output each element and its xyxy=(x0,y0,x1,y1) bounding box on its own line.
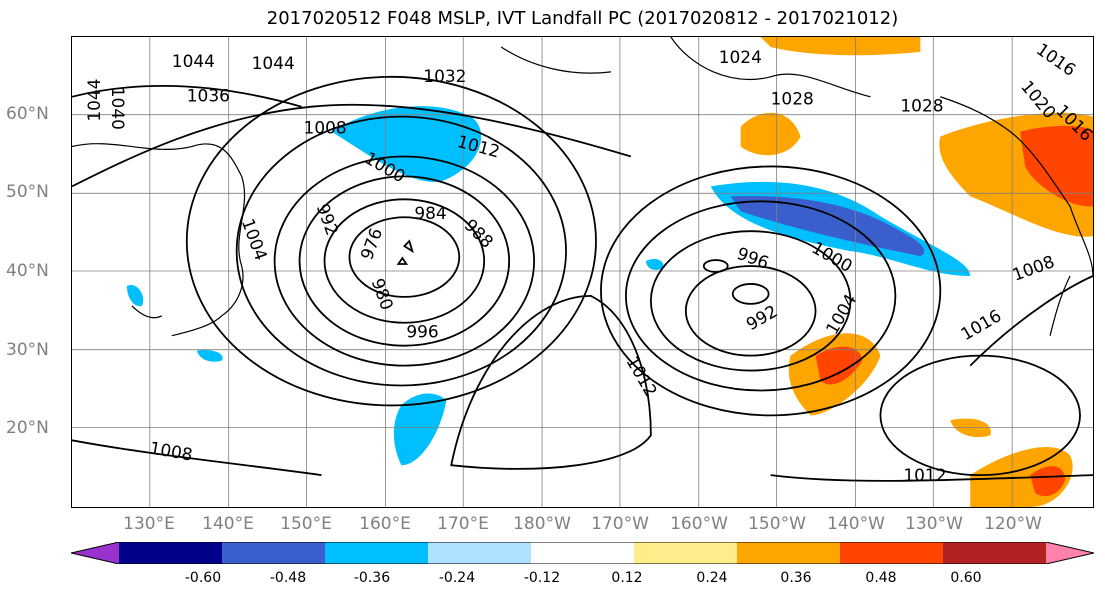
isobars xyxy=(72,75,1093,482)
colorbar-cell xyxy=(531,542,634,564)
lon-label-180w: 180°W xyxy=(513,514,571,534)
isobar-label: 984 xyxy=(414,203,446,223)
lat-label-20n: 20°N xyxy=(6,418,49,438)
lon-label-170e: 170°E xyxy=(437,514,489,534)
isobar-label: 992 xyxy=(743,301,781,334)
ivt-negative-core xyxy=(730,196,925,257)
lon-label-140w: 140°W xyxy=(827,514,885,534)
ivt-shading xyxy=(126,37,1093,507)
ivt-negative-region xyxy=(126,284,144,307)
colorbar-tick: 0.12 xyxy=(611,570,643,586)
colorbar-tick: -0.48 xyxy=(269,570,307,586)
isobar-label: 1008 xyxy=(304,118,347,138)
isobar-label: 1044 xyxy=(252,53,295,73)
colorbar-cell xyxy=(943,542,1046,564)
isobar-label: 1008 xyxy=(1010,251,1057,284)
isobar-label: 996 xyxy=(406,322,438,342)
isobar-label: 1016 xyxy=(1033,39,1080,80)
isobar-label: 996 xyxy=(734,243,771,273)
graticule xyxy=(72,37,1093,507)
isobar-label: 1024 xyxy=(719,47,762,67)
lat-label-50n: 50°N xyxy=(6,182,49,202)
lat-label-60n: 60°N xyxy=(6,104,49,124)
isobar-label: 1012 xyxy=(903,465,946,485)
colorbar-cell xyxy=(634,542,737,564)
colorbar-cell xyxy=(119,542,222,564)
colorbar-extend-min xyxy=(71,542,119,564)
colorbar-tick: 0.24 xyxy=(696,570,728,586)
isobar-label: 1028 xyxy=(771,89,814,109)
isobar-label: 1012 xyxy=(622,353,661,400)
isobar-label: 980 xyxy=(368,275,398,312)
lon-label-140e: 140°E xyxy=(202,514,254,534)
colorbar-tick: -0.12 xyxy=(523,570,561,586)
ivt-negative-region xyxy=(645,259,664,270)
colorbar-cell xyxy=(428,542,531,564)
isobar-label: 1008 xyxy=(148,437,194,464)
colorbar-cells xyxy=(71,542,1094,564)
isobar-label: 992 xyxy=(313,201,343,238)
map-title: 2017020512 F048 MSLP, IVT Landfall PC (2… xyxy=(266,8,899,29)
lon-label-160w: 160°W xyxy=(670,514,728,534)
isobar-label: 1036 xyxy=(187,86,230,106)
lon-label-130e: 130°E xyxy=(123,514,175,534)
colorbar-tick: 0.60 xyxy=(950,570,982,586)
colorbar xyxy=(71,542,1094,564)
colorbar-cell xyxy=(222,542,325,564)
isobar-label: 1004 xyxy=(822,290,861,337)
lon-label-150w: 150°W xyxy=(748,514,806,534)
ivt-negative-region xyxy=(393,393,447,466)
isobar-label: 976 xyxy=(356,225,386,262)
ivt-positive-region xyxy=(950,418,991,438)
colorbar-tick: 0.36 xyxy=(780,570,812,586)
isobar-label: 1016 xyxy=(957,305,1004,344)
isobar-label: 1044 xyxy=(172,51,215,71)
ivt-positive-region xyxy=(760,37,921,56)
colorbar-tick: -0.60 xyxy=(184,570,222,586)
ivt-negative-region xyxy=(196,349,223,362)
map-panel: 1044 1044 1040 1044 1036 1032 1024 1020 … xyxy=(71,36,1094,508)
ivt-positive-core xyxy=(815,346,863,385)
isobar-label: 1004 xyxy=(238,216,272,263)
lon-label-120w: 120°W xyxy=(984,514,1042,534)
isobar-label: 1044 xyxy=(84,79,104,122)
isobar-label: 1028 xyxy=(900,96,943,116)
ivt-positive-core xyxy=(1020,125,1093,207)
colorbar-tick: -0.24 xyxy=(438,570,476,586)
lat-label-30n: 30°N xyxy=(6,340,49,360)
colorbar-cell xyxy=(840,542,943,564)
colorbar-tick: 0.48 xyxy=(865,570,897,586)
colorbar-extend-max xyxy=(1046,542,1094,564)
ivt-negative-region xyxy=(331,106,482,182)
lon-label-130w: 130°W xyxy=(905,514,963,534)
colorbar-cell xyxy=(737,542,840,564)
ivt-positive-region xyxy=(740,112,801,156)
colorbar-tick: -0.36 xyxy=(353,570,391,586)
isobar-label: 988 xyxy=(460,215,497,252)
lon-label-170w: 170°W xyxy=(591,514,649,534)
lat-label-40n: 40°N xyxy=(6,261,49,281)
colorbar-cell xyxy=(325,542,428,564)
isobar-label: 1040 xyxy=(108,87,128,130)
lon-label-160e: 160°E xyxy=(359,514,411,534)
isobar-label: 1032 xyxy=(423,66,466,86)
lon-label-150e: 150°E xyxy=(280,514,332,534)
low-center-markers xyxy=(396,239,770,305)
ivt-positive-core xyxy=(1030,466,1066,497)
